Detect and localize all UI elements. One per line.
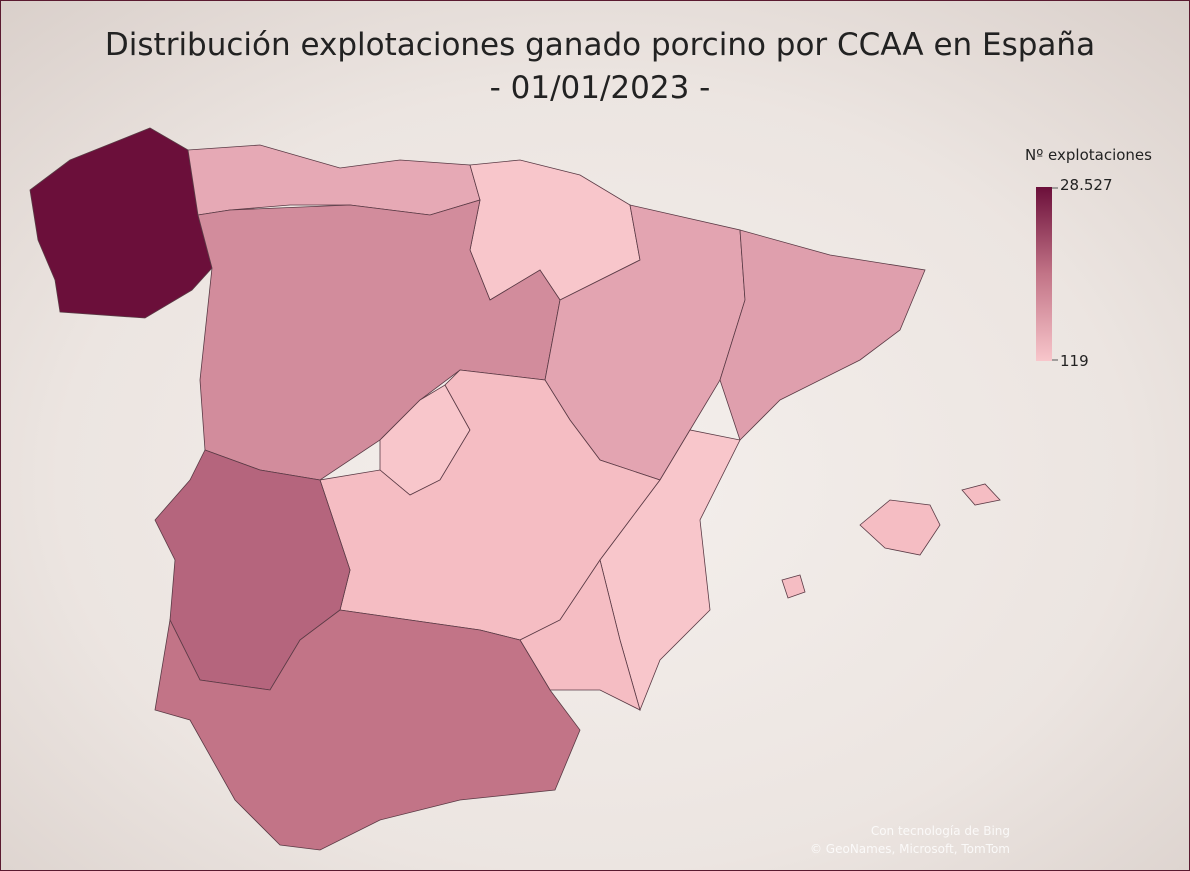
attribution: Con tecnología de Bing — [871, 824, 1010, 838]
subtitle: - 01/01/2023 - — [490, 70, 711, 106]
attribution: © GeoNames, Microsoft, TomTom — [810, 842, 1010, 856]
legend-title: Nº explotaciones — [1025, 146, 1152, 164]
legend-scale — [1036, 187, 1052, 361]
title: Distribución explotaciones ganado porcin… — [105, 27, 1095, 63]
legend-label: 119 — [1060, 352, 1089, 370]
legend-label: 28.527 — [1060, 176, 1113, 194]
map-page: Distribución explotaciones ganado porcin… — [0, 0, 1190, 871]
